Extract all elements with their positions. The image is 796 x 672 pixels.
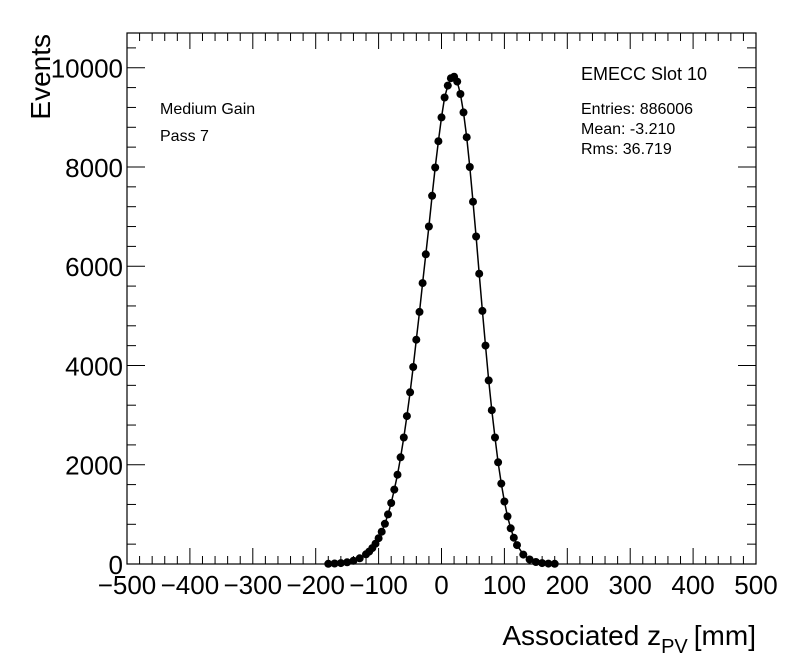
axis-tick-labels: −500 −400 −300 −200 −100 0 100 200 300 400 500 0 200… bbox=[51, 54, 778, 600]
data-point bbox=[377, 527, 386, 536]
data-point bbox=[374, 534, 383, 543]
x-tick-label: 400 bbox=[671, 570, 714, 600]
data-point bbox=[390, 485, 399, 494]
data-point bbox=[355, 554, 364, 563]
data-point bbox=[393, 470, 402, 479]
data-point bbox=[481, 341, 490, 350]
data-point bbox=[503, 512, 512, 521]
data-point bbox=[519, 550, 528, 559]
annotation-gain: Medium Gain bbox=[160, 101, 255, 118]
data-point bbox=[465, 163, 474, 171]
data-point bbox=[409, 363, 418, 371]
x-tick-label: 500 bbox=[734, 570, 777, 600]
data-point bbox=[418, 279, 427, 288]
data-point bbox=[506, 524, 515, 533]
data-point bbox=[437, 113, 446, 122]
data-point bbox=[475, 269, 484, 278]
y-tick-label: 0 bbox=[109, 550, 123, 580]
data-point bbox=[336, 559, 345, 568]
data-point bbox=[349, 556, 358, 565]
data-point bbox=[478, 306, 487, 315]
data-point bbox=[509, 533, 518, 542]
data-point bbox=[387, 499, 396, 507]
data-point bbox=[484, 376, 493, 385]
x-axis-label-unit: [mm] bbox=[694, 620, 756, 651]
data-point bbox=[415, 307, 424, 316]
data-point bbox=[491, 433, 499, 442]
annotation-rms: Rms: 36.719 bbox=[581, 141, 672, 158]
data-point bbox=[440, 93, 449, 102]
annotation-entries: Entries: 886006 bbox=[581, 101, 693, 118]
data-point bbox=[396, 453, 405, 462]
data-point bbox=[343, 558, 352, 567]
data-point bbox=[487, 406, 496, 415]
data-point bbox=[531, 558, 540, 566]
data-point bbox=[538, 559, 547, 568]
x-tick-label: −500 bbox=[98, 570, 157, 600]
y-tick-label: 10000 bbox=[51, 54, 123, 84]
x-tick-label: −100 bbox=[349, 570, 408, 600]
data-point bbox=[424, 222, 433, 231]
data-point bbox=[462, 133, 471, 142]
data-point bbox=[544, 559, 553, 568]
data-point bbox=[324, 559, 333, 568]
data-point bbox=[428, 191, 437, 200]
data-point bbox=[500, 497, 509, 506]
data-point bbox=[421, 250, 430, 259]
data-point bbox=[431, 163, 440, 172]
data-point bbox=[513, 541, 521, 550]
axis-ticks bbox=[126, 33, 757, 565]
annotation-pass: Pass 7 bbox=[160, 128, 209, 145]
data-point bbox=[472, 232, 481, 241]
data-point bbox=[384, 510, 392, 519]
x-tick-label: −400 bbox=[161, 570, 220, 600]
data-point bbox=[456, 90, 465, 98]
data-series bbox=[324, 72, 559, 568]
annotation-mean: Mean: -3.210 bbox=[581, 121, 675, 138]
y-axis-label: Events bbox=[25, 34, 56, 120]
data-point bbox=[399, 433, 408, 442]
y-tick-label: 8000 bbox=[65, 153, 123, 183]
data-point bbox=[330, 559, 339, 568]
y-tick-label: 2000 bbox=[65, 451, 123, 481]
data-point bbox=[406, 388, 415, 397]
data-point bbox=[434, 137, 443, 146]
y-tick-label: 6000 bbox=[65, 252, 123, 282]
data-point bbox=[494, 458, 503, 467]
x-tick-label: 200 bbox=[546, 570, 589, 600]
x-tick-label: −300 bbox=[224, 570, 283, 600]
data-point bbox=[443, 81, 452, 90]
data-point bbox=[453, 77, 462, 86]
x-tick-label: −200 bbox=[286, 570, 345, 600]
data-point bbox=[412, 335, 421, 344]
x-tick-label: 300 bbox=[609, 570, 652, 600]
y-tick-label: 4000 bbox=[65, 351, 123, 381]
x-axis-label-main: Associated z bbox=[502, 620, 661, 651]
x-axis-label: Associated zPV [mm] bbox=[502, 620, 756, 658]
data-point bbox=[402, 412, 411, 421]
x-tick-label: 0 bbox=[434, 570, 448, 600]
data-point bbox=[550, 559, 559, 568]
x-tick-label: 100 bbox=[483, 570, 526, 600]
data-point bbox=[469, 197, 477, 206]
annotation-slot: EMECC Slot 10 bbox=[581, 64, 707, 84]
data-point bbox=[380, 519, 389, 528]
data-point bbox=[525, 555, 534, 564]
data-point bbox=[459, 108, 468, 117]
data-point bbox=[497, 479, 506, 488]
x-axis-label-subscript: PV bbox=[661, 636, 688, 658]
